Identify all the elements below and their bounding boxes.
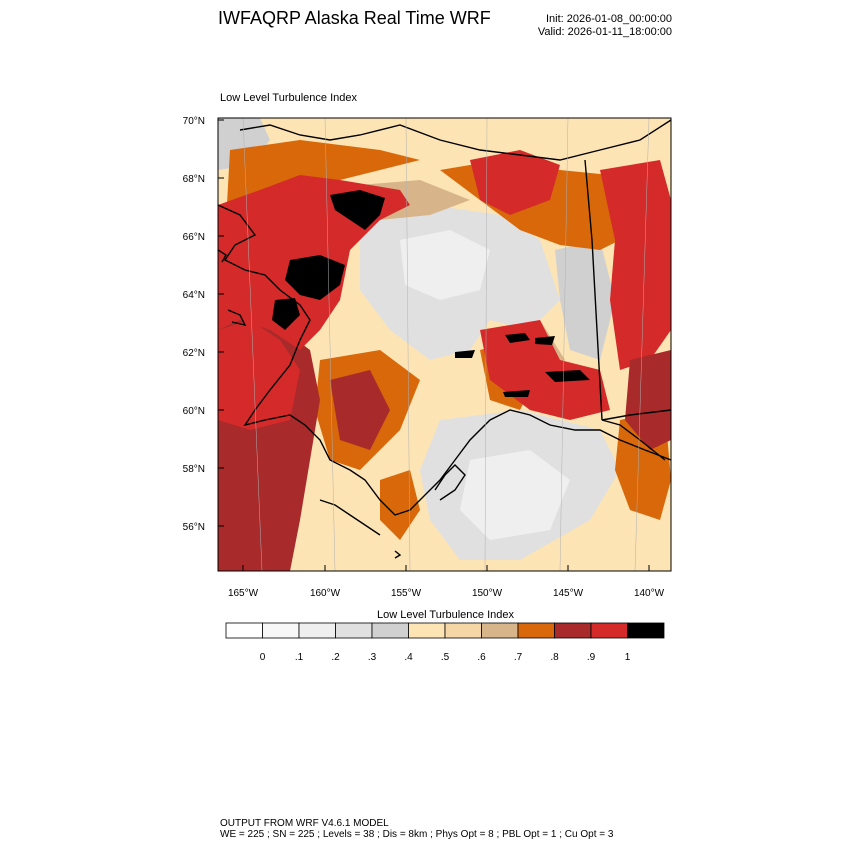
lon-label: 155°W bbox=[391, 588, 422, 599]
colorbar-box bbox=[554, 622, 592, 639]
lon-label: 160°W bbox=[310, 588, 341, 599]
latitude-ticks: 70°N 68°N 66°N 64°N 62°N 60°N 58°N 56°N bbox=[183, 116, 224, 533]
lat-label: 66°N bbox=[183, 232, 205, 243]
colorbar-tick-label: .2 bbox=[331, 652, 340, 663]
colorbar: 0 .1 .2 .3 .4 .5 .6 .7 .8 .9 1 bbox=[225, 622, 665, 663]
lon-label: 145°W bbox=[553, 588, 584, 599]
lat-label: 68°N bbox=[183, 174, 205, 185]
lat-label: 56°N bbox=[183, 522, 205, 533]
lat-label: 60°N bbox=[183, 406, 205, 417]
longitude-ticks: 165°W 160°W 155°W 150°W 145°W 140°W bbox=[228, 565, 665, 599]
colorbar-tick-label: .8 bbox=[550, 652, 559, 663]
field-label: Low Level Turbulence Index bbox=[220, 92, 357, 104]
lon-label: 150°W bbox=[472, 588, 503, 599]
colorbar-tick-label: .6 bbox=[477, 652, 486, 663]
colorbar-tick-label: 0 bbox=[260, 652, 266, 663]
colorbar-title: Low Level Turbulence Index bbox=[377, 609, 514, 621]
chart-title: IWFAQRP Alaska Real Time WRF bbox=[218, 8, 491, 28]
lon-label: 165°W bbox=[228, 588, 259, 599]
colorbar-tick-label: 1 bbox=[625, 652, 631, 663]
colorbar-box bbox=[481, 622, 519, 639]
colorbar-box bbox=[262, 622, 300, 639]
colorbar-box bbox=[517, 622, 555, 639]
init-time: Init: 2026-01-08_00:00:00 bbox=[546, 13, 672, 25]
colorbar-tick-label: .3 bbox=[368, 652, 377, 663]
colorbar-tick-label: .4 bbox=[404, 652, 413, 663]
colorbar-box bbox=[590, 622, 628, 639]
lat-label: 58°N bbox=[183, 464, 205, 475]
colorbar-box bbox=[335, 622, 373, 639]
lat-label: 64°N bbox=[183, 290, 205, 301]
colorbar-tick-label: .5 bbox=[441, 652, 450, 663]
footer-model-info: OUTPUT FROM WRF V4.6.1 MODEL bbox=[220, 818, 389, 829]
colorbar-box bbox=[408, 622, 446, 639]
colorbar-box bbox=[225, 622, 263, 639]
footer-grid-info: WE = 225 ; SN = 225 ; Levels = 38 ; Dis … bbox=[220, 829, 614, 840]
colorbar-box bbox=[371, 622, 409, 639]
valid-time: Valid: 2026-01-11_18:00:00 bbox=[537, 26, 672, 38]
colorbar-box bbox=[444, 622, 482, 639]
turbulence-map: 70°N68°N66°N64°N62°N60°N58°N56°N 165°W 16… bbox=[183, 116, 672, 599]
colorbar-box bbox=[627, 622, 665, 639]
colorbar-box bbox=[298, 622, 336, 639]
colorbar-tick-label: .9 bbox=[587, 652, 596, 663]
map-field bbox=[218, 118, 671, 571]
lat-label: 62°N bbox=[183, 348, 205, 359]
colorbar-tick-label: .7 bbox=[514, 652, 523, 663]
lon-label: 140°W bbox=[634, 588, 665, 599]
lat-label: 70°N bbox=[183, 116, 205, 127]
colorbar-tick-label: .1 bbox=[295, 652, 304, 663]
